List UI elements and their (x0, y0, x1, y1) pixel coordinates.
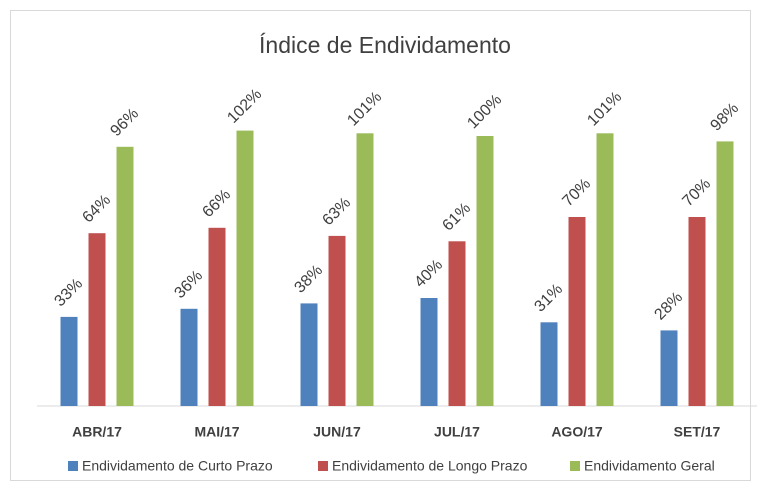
bar (448, 241, 466, 406)
legend-swatch (570, 461, 580, 471)
legend-swatch (68, 461, 78, 471)
legend-label: Endividamento de Curto Prazo (82, 458, 273, 474)
bar (660, 330, 678, 406)
chart-title: Índice de Endividamento (259, 32, 511, 58)
bar (116, 146, 134, 407)
bar (596, 133, 614, 407)
legend-label: Endividamento Geral (584, 458, 715, 474)
bar (356, 133, 374, 407)
bar (328, 235, 346, 406)
bar (236, 130, 254, 406)
legend-label: Endividamento de Longo Prazo (332, 458, 528, 474)
bar (540, 322, 558, 406)
bar (420, 298, 438, 406)
bar (60, 316, 78, 406)
x-tick-label: AGO/17 (551, 424, 603, 440)
x-tick-label: ABR/17 (72, 424, 122, 440)
x-tick-label: SET/17 (674, 424, 721, 440)
bar (300, 303, 318, 406)
x-tick-label: JUL/17 (434, 424, 480, 440)
x-tick-label: JUN/17 (313, 424, 361, 440)
chart-border (10, 10, 751, 481)
bar (716, 141, 734, 406)
bar (688, 217, 706, 406)
bar (568, 217, 586, 406)
bar (208, 227, 226, 406)
bar (88, 233, 106, 406)
bar (180, 308, 198, 406)
x-tick-label: MAI/17 (194, 424, 239, 440)
bar (476, 136, 494, 406)
legend-swatch (318, 461, 328, 471)
